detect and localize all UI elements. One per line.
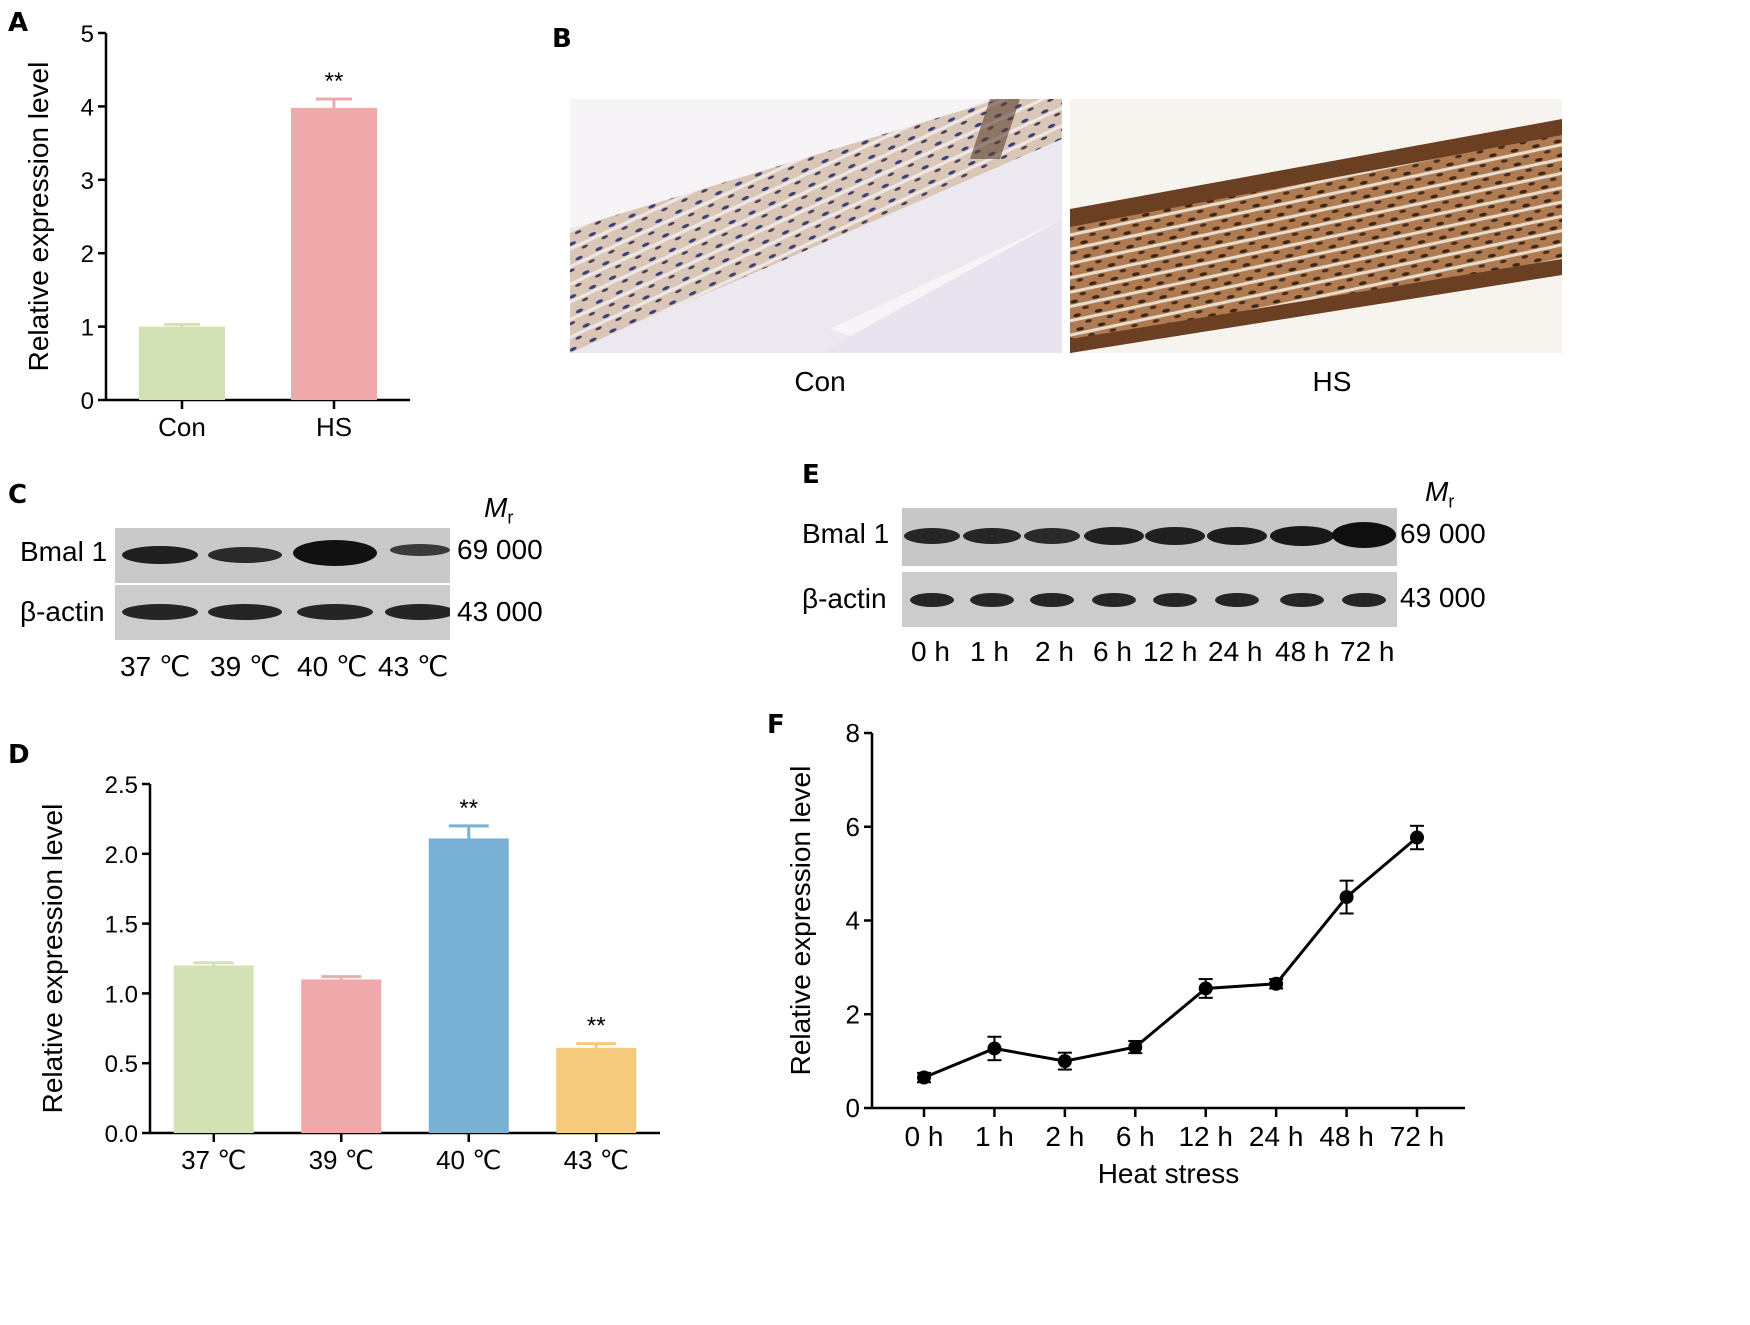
data-point <box>1269 976 1284 991</box>
y-axis-label: Relative expression level <box>785 766 816 1076</box>
lane-label-c: 39 ℃ <box>210 651 281 682</box>
x-tick-label: 6 h <box>1116 1121 1155 1152</box>
data-point <box>1128 1040 1143 1055</box>
y-tick-label: 1.0 <box>105 981 138 1008</box>
x-axis-label: Heat stress <box>1098 1158 1240 1189</box>
lane-label-e: 24 h <box>1208 636 1263 667</box>
series-line <box>923 836 1418 1079</box>
y-tick-label: 0.5 <box>105 1051 138 1078</box>
data-point <box>1339 890 1354 905</box>
panel-label-e: E <box>802 460 820 490</box>
bar <box>428 838 509 1133</box>
y-axis-label: Relative expression level <box>23 62 54 372</box>
x-tick-label: 1 h <box>975 1121 1014 1152</box>
y-tick-label: 5 <box>81 21 94 48</box>
panel-label-b: B <box>552 24 572 54</box>
x-tick-label: 24 h <box>1249 1121 1304 1152</box>
micrograph-caption-con: Con <box>794 366 846 397</box>
chart-a: 0 1 2 3 4 5 Con HS ** Relative expression level <box>0 0 540 470</box>
x-tick-label: 39 ℃ <box>309 1145 374 1175</box>
x-tick-label: 48 h <box>1319 1121 1374 1152</box>
x-tick-label: 2 h <box>1045 1121 1084 1152</box>
x-tick-label: 72 h <box>1390 1121 1445 1152</box>
significance-annotation: ** <box>459 795 478 822</box>
lane-label-c: 40 ℃ <box>297 651 368 682</box>
y-tick-label: 2 <box>81 241 94 268</box>
micrograph-caption-hs: HS <box>1312 366 1352 397</box>
mw-label-bmal1-c: 69 000 <box>457 534 543 565</box>
y-tick-label: 2 <box>846 999 860 1029</box>
y-tick-label: 4 <box>81 94 94 121</box>
blot-strip-actin-e <box>902 572 1397 627</box>
y-tick-label: 1 <box>81 315 94 342</box>
panel-label-d: D <box>8 740 30 770</box>
mw-label-actin-c: 43 000 <box>457 596 543 627</box>
mw-label-bmal1-e: 69 000 <box>1400 518 1486 549</box>
data-point <box>987 1041 1002 1056</box>
x-tick-label: 40 ℃ <box>436 1145 501 1175</box>
blot-strip-actin-c <box>115 585 450 640</box>
y-tick-label: 0.0 <box>105 1121 138 1148</box>
blot-row-label-bmal1-c: Bmal 1 <box>20 536 108 567</box>
lane-label-e: 6 h <box>1093 636 1132 667</box>
y-tick-label: 3 <box>81 168 94 195</box>
lane-label-e: 72 h <box>1340 636 1395 667</box>
y-tick-label: 8 <box>846 718 860 748</box>
chart-a-svg: 0 1 2 3 4 5 Con HS ** Relative expression level <box>23 21 410 442</box>
y-tick-label: 0 <box>846 1093 860 1123</box>
lane-label-e: 1 h <box>970 636 1009 667</box>
data-point <box>1198 981 1213 996</box>
panel-label-c: C <box>8 480 28 510</box>
y-axis-label: Relative expression level <box>37 804 68 1114</box>
mr-label-e: Mr <box>1425 476 1455 512</box>
y-tick-label: 2.5 <box>105 772 138 799</box>
blot-row-label-bmal1-e: Bmal 1 <box>802 518 890 549</box>
panel-label-a: A <box>8 8 29 38</box>
micrograph-con <box>570 99 1062 353</box>
x-tick-label: Con <box>158 412 206 442</box>
significance-annotation: ** <box>325 68 344 95</box>
micrograph-hs <box>1070 99 1562 353</box>
y-tick-label: 1.5 <box>105 912 138 939</box>
chart-d-svg: 0.0 0.5 1.0 1.5 2.0 2.5 37 ℃ 39 ℃ 40 ℃ ** 43 ℃ ** Re… <box>37 772 660 1175</box>
lane-label-e: 48 h <box>1275 636 1330 667</box>
bar <box>291 107 377 401</box>
panel-label-f: F <box>767 710 785 740</box>
lane-label-c: 37 ℃ <box>120 651 191 682</box>
bar <box>556 1047 637 1133</box>
blot-strip-bmal1-e <box>902 508 1397 566</box>
x-tick-label: 12 h <box>1178 1121 1233 1152</box>
data-point <box>1410 830 1424 845</box>
mw-label-actin-e: 43 000 <box>1400 582 1486 613</box>
significance-annotation: ** <box>587 1013 606 1040</box>
y-tick-label: 4 <box>846 906 860 936</box>
lane-label-e: 2 h <box>1035 636 1074 667</box>
x-tick-label: HS <box>316 412 352 442</box>
lane-label-e: 0 h <box>911 636 950 667</box>
bar <box>301 979 382 1133</box>
y-tick-label: 6 <box>846 812 860 842</box>
lane-label-c: 43 ℃ <box>378 651 449 682</box>
bar <box>139 326 225 400</box>
x-tick-label: 43 ℃ <box>564 1145 629 1175</box>
mr-label-c: Mr <box>484 492 514 528</box>
blot-strip-bmal1-c <box>115 528 450 583</box>
x-tick-label: 0 h <box>905 1121 944 1152</box>
blot-row-label-actin-e: β-actin <box>802 583 887 614</box>
x-tick-label: 37 ℃ <box>181 1145 246 1175</box>
bar <box>173 965 254 1133</box>
lane-label-e: 12 h <box>1143 636 1198 667</box>
data-point <box>1057 1054 1072 1069</box>
y-tick-label: 2.0 <box>105 842 138 869</box>
y-tick-label: 0 <box>81 388 94 415</box>
data-point <box>917 1070 931 1085</box>
blot-row-label-actin-c: β-actin <box>20 596 105 627</box>
